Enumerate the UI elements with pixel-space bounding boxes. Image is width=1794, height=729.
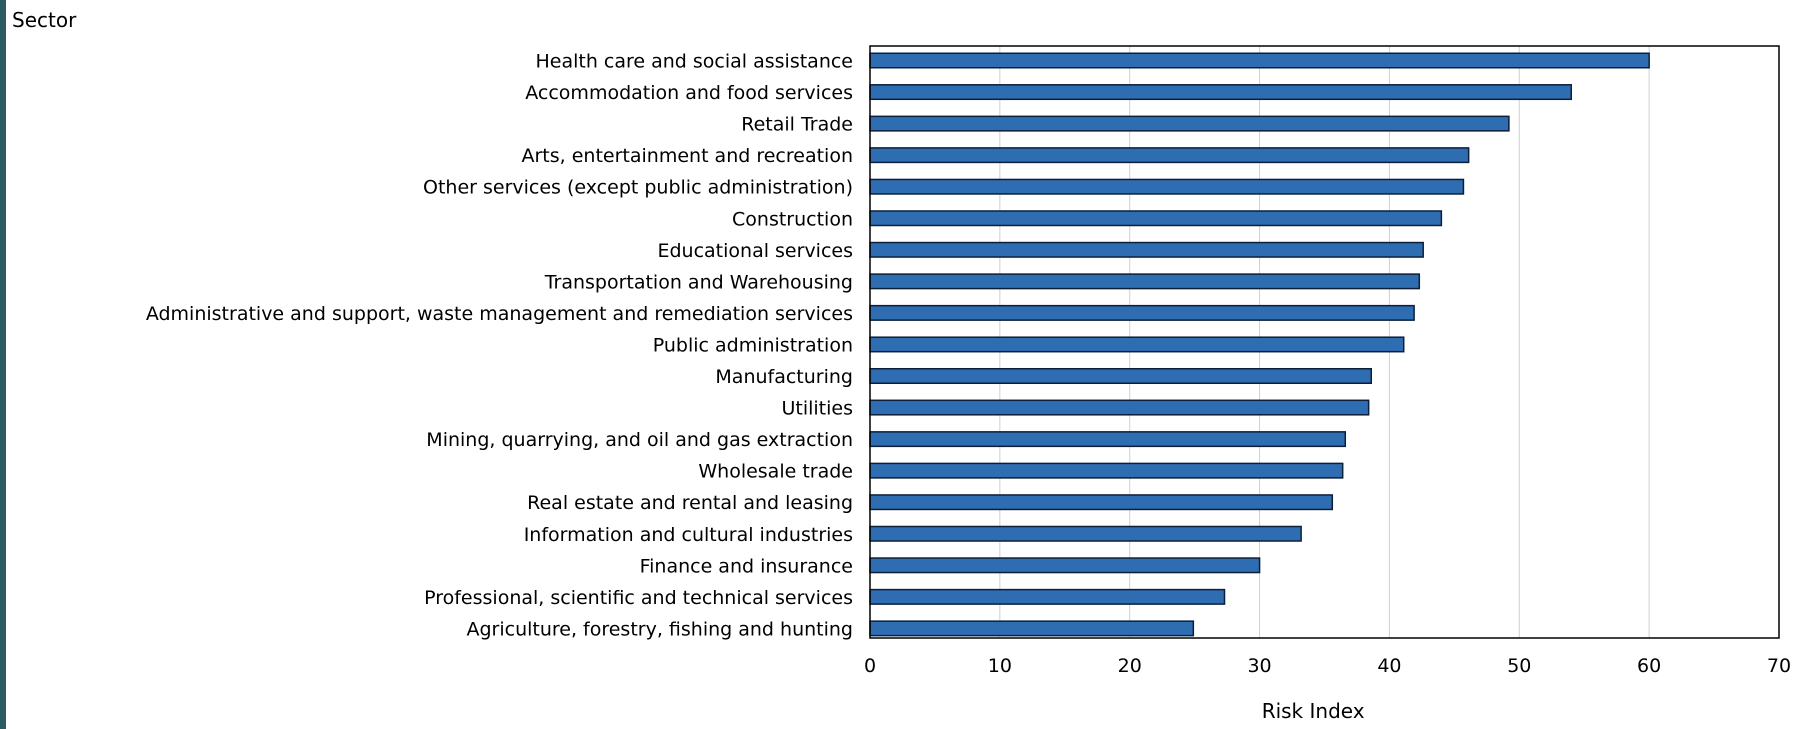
category-label: Construction [732,208,853,230]
bar [869,273,1421,290]
bar [869,304,1415,321]
category-label: Wholesale trade [698,461,853,483]
category-label: Real estate and rental and leasing [527,492,853,514]
bar [869,336,1405,353]
bar [869,620,1195,637]
category-label: Agriculture, forestry, fishing and hunti… [466,618,853,640]
x-tick-label: 20 [1118,655,1142,677]
bar [869,241,1424,258]
category-label: Transportation and Warehousing [544,271,853,293]
bar [869,399,1370,416]
x-tick-label: 30 [1247,655,1271,677]
x-tick-label: 40 [1377,655,1401,677]
bar [869,588,1226,605]
chart-panel: Sector Health care and social assistance… [6,0,1794,729]
bar [869,368,1372,384]
category-label: Finance and insurance [640,555,853,577]
category-labels: Health care and social assistance Accommo… [146,51,853,641]
bar [869,494,1334,511]
bar [869,431,1347,448]
bar [869,178,1465,195]
category-label: Manufacturing [715,366,853,388]
plot-frame [869,45,1780,639]
category-label: Educational services [657,240,853,262]
x-tick-label: 60 [1637,655,1661,677]
category-label: Public administration [653,334,853,356]
y-axis-title: Sector [12,8,77,32]
x-tick-label: 10 [988,655,1012,677]
bar [869,557,1261,574]
bar-chart: Sector Health care and social assistance… [12,8,1791,723]
bar [869,462,1344,479]
category-label: Health care and social assistance [535,51,853,73]
category-label: Information and cultural industries [524,524,853,546]
category-label: Other services (except public administra… [423,177,853,199]
category-label: Accommodation and food services [525,82,853,104]
bar [869,52,1650,69]
category-label: Retail Trade [741,114,853,136]
x-tick-label: 70 [1767,655,1791,677]
x-tick-labels: 0 10 20 30 40 50 60 70 [864,655,1791,677]
category-label: Mining, quarrying, and oil and gas extra… [426,429,853,451]
category-label: Arts, entertainment and recreation [522,145,854,167]
category-label: Utilities [781,398,853,420]
bar [869,115,1510,132]
category-label: Administrative and support, waste manage… [146,303,853,325]
x-tick-label: 0 [864,655,876,677]
bar [869,210,1443,227]
bar [869,525,1302,542]
x-tick-label: 50 [1507,655,1531,677]
category-label: Professional, scientific and technical s… [424,587,853,609]
bar [869,147,1470,164]
x-axis-title: Risk Index [1262,699,1365,723]
bar [869,84,1572,101]
